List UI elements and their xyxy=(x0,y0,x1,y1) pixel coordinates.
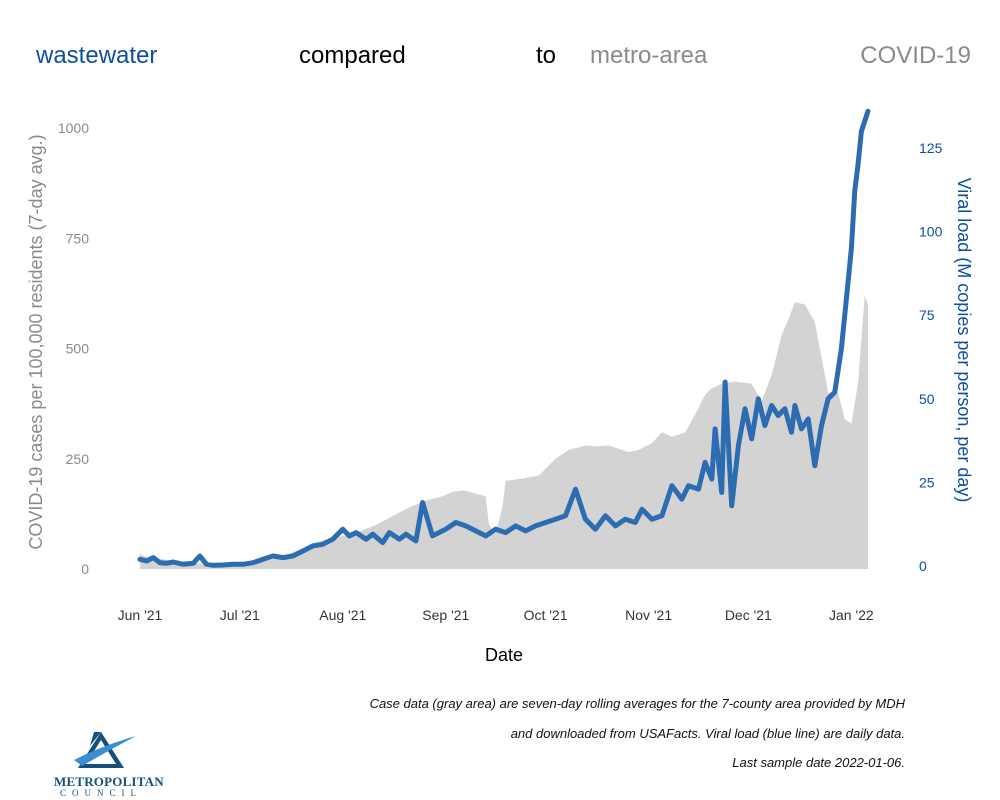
metropolitan-council-logo: METROPOLITAN COUNCIL xyxy=(54,728,164,800)
title-word-metro-area: metro-area xyxy=(590,42,708,69)
x-tick-label: Aug '21 xyxy=(319,607,366,623)
title-word-covid-19: COVID-19 xyxy=(860,42,971,69)
y-right-tick-label: 75 xyxy=(919,307,935,323)
x-tick-label: Oct '21 xyxy=(524,607,568,623)
logo-subname: COUNCIL xyxy=(60,788,142,798)
x-tick-label: Jul '21 xyxy=(220,607,260,623)
note-line-2: and downloaded from USAFacts. Viral load… xyxy=(510,726,905,741)
title-word-compared: compared xyxy=(299,42,406,69)
x-tick-label: Dec '21 xyxy=(725,607,772,623)
note-line-1: Case data (gray area) are seven-day roll… xyxy=(369,696,905,711)
y-axis-right-label: Viral load (M copies per person, per day… xyxy=(954,178,974,503)
y-right-tick-label: 50 xyxy=(919,391,935,407)
y-right-tick-label: 100 xyxy=(919,224,943,240)
title-word-to: to xyxy=(536,42,557,69)
cases-area-layer xyxy=(140,295,868,569)
y-left-tick-label: 1000 xyxy=(58,120,89,136)
y-left-tick-label: 250 xyxy=(66,451,90,467)
y-left-tick-label: 750 xyxy=(66,230,90,246)
x-tick-label: Jan '22 xyxy=(829,607,874,623)
title-word-wastewater: wastewater xyxy=(36,42,158,69)
logo-name: METROPOLITAN xyxy=(54,774,164,789)
logo-swoosh-icon xyxy=(74,732,136,768)
viral-load-line xyxy=(137,108,871,568)
note-line-3: Last sample date 2022-01-06. xyxy=(732,755,905,770)
y-left-tick-label: 0 xyxy=(81,561,89,577)
x-axis-label: Date xyxy=(485,645,523,665)
y-right-tick-label: 25 xyxy=(919,474,935,490)
chart: 0 250 500 750 1000 0 25 50 75 100 125 Jun '21 Jul '2… xyxy=(26,108,974,665)
x-tick-label: Jun '21 xyxy=(118,607,163,623)
y-right-tick-label: 125 xyxy=(919,140,943,156)
axes-layer: 0 250 500 750 1000 0 25 50 75 100 125 Jun '21 Jul '2… xyxy=(58,120,943,623)
x-tick-label: Sep '21 xyxy=(422,607,469,623)
cases-area xyxy=(140,295,868,569)
y-axis-left-label: COVID-19 cases per 100,000 residents (7-… xyxy=(26,134,46,549)
y-right-tick-label: 0 xyxy=(919,558,927,574)
y-left-tick-label: 500 xyxy=(66,341,90,357)
x-tick-label: Nov '21 xyxy=(625,607,672,623)
viral-load-line-layer xyxy=(137,108,871,568)
